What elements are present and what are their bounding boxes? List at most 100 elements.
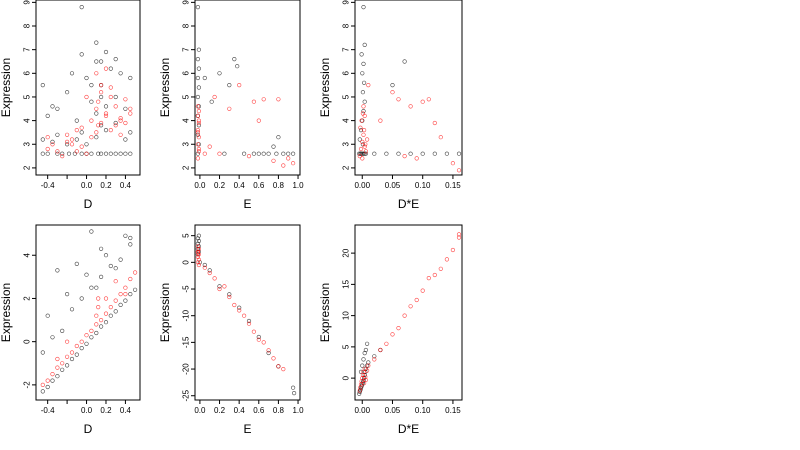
x-tick-label: 1.0: [292, 406, 304, 415]
y-axis-label: Expression: [158, 58, 172, 117]
data-point-red: [414, 156, 419, 161]
data-point-red: [196, 146, 201, 152]
data-point-red: [98, 120, 104, 126]
data-point-black: [195, 241, 200, 246]
data-point-red: [271, 158, 276, 163]
plot-frame: [194, 0, 301, 176]
data-point-red: [217, 151, 222, 156]
data-point-black: [128, 235, 133, 241]
data-point-red: [384, 341, 389, 346]
data-point-red: [113, 123, 118, 128]
data-point-red: [358, 385, 363, 390]
x-tick-label: 0.2: [214, 406, 226, 415]
data-point-black: [45, 313, 50, 318]
data-point-red: [378, 347, 383, 353]
y-tick-label: -25: [182, 389, 191, 401]
data-point-black: [291, 151, 296, 156]
data-point-red: [64, 132, 70, 137]
data-point-red: [365, 368, 370, 373]
y-tick-label: 3: [23, 141, 32, 146]
data-point-black: [195, 94, 200, 100]
x-tick-label: 0.4: [120, 406, 132, 415]
data-point-black: [98, 274, 104, 280]
x-tick-label: 1.0: [292, 181, 304, 190]
data-point-black: [89, 151, 94, 156]
data-point-red: [212, 276, 217, 281]
data-point-red: [362, 381, 367, 386]
y-axis-label: Expression: [318, 283, 332, 342]
data-point-black: [366, 360, 371, 365]
y-tick-label: 8: [342, 23, 351, 28]
data-point-black: [360, 363, 365, 368]
y-tick-label: -2: [23, 381, 32, 389]
data-point-red: [256, 118, 261, 123]
data-point-red: [128, 111, 133, 116]
data-point-red: [74, 149, 79, 154]
data-point-red: [237, 82, 242, 88]
x-tick-label: 0.4: [120, 181, 132, 190]
data-point-black: [60, 151, 65, 156]
x-tick-label: 0.0: [81, 181, 93, 190]
data-point-red: [372, 357, 377, 362]
x-tick-label: 0.15: [445, 406, 461, 415]
data-point-black: [196, 47, 201, 52]
data-point-red: [456, 232, 462, 237]
y-tick-label: 20: [342, 248, 351, 257]
data-point-black: [79, 296, 84, 301]
data-point-black: [55, 132, 60, 137]
y-tick-label: 15: [342, 279, 351, 288]
data-point-black: [123, 137, 128, 142]
data-point-black: [196, 66, 201, 71]
y-tick-label: 8: [23, 23, 32, 28]
data-point-black: [261, 151, 266, 156]
data-point-black: [50, 139, 55, 144]
data-point-black: [361, 5, 366, 10]
data-point-black: [108, 313, 113, 318]
data-point-red: [227, 294, 232, 300]
data-point-red: [118, 116, 123, 121]
data-point-black: [69, 307, 75, 312]
x-tick-label: 0.2: [214, 181, 226, 190]
data-point-red: [196, 257, 201, 262]
data-point-red: [123, 292, 128, 297]
x-axis-label: D*E: [398, 422, 419, 436]
y-axis-label: Expression: [318, 58, 332, 117]
y-tick-label: 10: [342, 311, 351, 320]
data-point-black: [195, 236, 200, 241]
data-point-red: [118, 292, 123, 297]
data-point-black: [50, 335, 55, 340]
data-point-black: [113, 266, 118, 271]
data-point-black: [79, 52, 84, 57]
data-point-red: [108, 305, 113, 310]
data-point-black: [96, 151, 101, 156]
data-point-red: [366, 82, 371, 88]
data-point-black: [357, 137, 362, 142]
data-point-red: [222, 284, 227, 289]
data-point-black: [217, 284, 222, 289]
data-point-red: [212, 94, 217, 100]
data-point-red: [89, 135, 94, 140]
x-tick-label: 0.0: [194, 181, 206, 190]
x-tick-label: 0.6: [253, 406, 265, 415]
data-point-red: [402, 313, 407, 318]
data-point-black: [408, 151, 413, 156]
data-point-black: [235, 64, 240, 69]
data-point-red: [55, 356, 60, 362]
plot-frame: [35, 0, 141, 176]
data-point-black: [195, 75, 200, 81]
data-point-black: [45, 384, 50, 390]
data-point-red: [94, 130, 99, 135]
data-point-black: [133, 287, 138, 292]
data-point-black: [64, 90, 70, 95]
x-axis-label: D: [84, 422, 93, 436]
data-point-black: [79, 151, 84, 156]
data-point-black: [361, 108, 366, 114]
data-point-red: [271, 356, 276, 361]
x-tick-label: 0.2: [100, 406, 112, 415]
data-point-black: [358, 387, 363, 393]
data-point-red: [246, 154, 252, 159]
data-point-red: [246, 321, 252, 326]
x-axis-label: E: [243, 422, 251, 436]
data-point-black: [237, 305, 242, 310]
data-point-black: [196, 85, 201, 90]
